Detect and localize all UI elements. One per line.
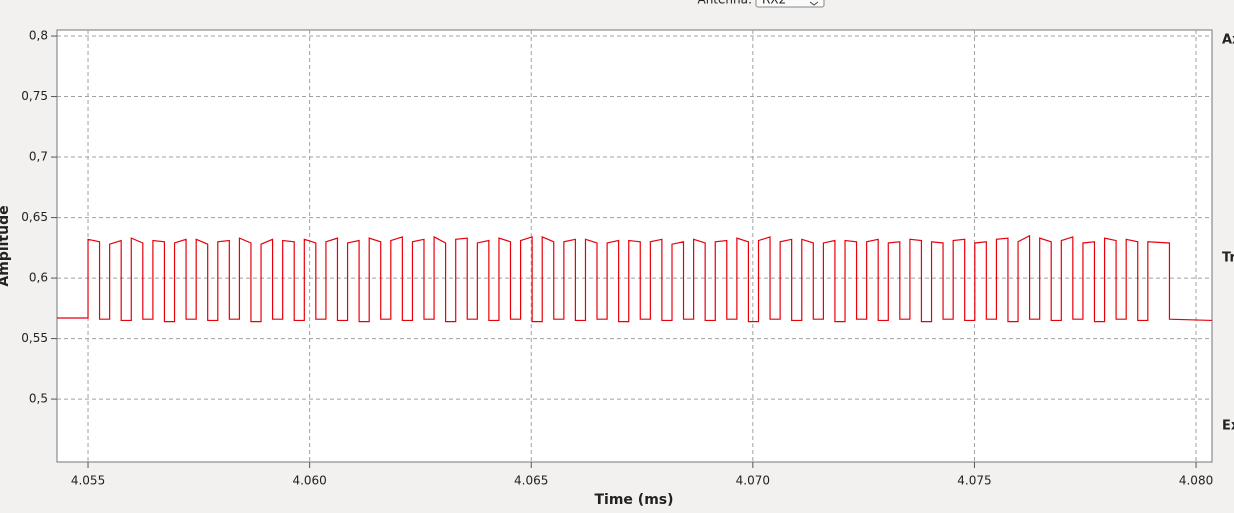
y-axis-title: Amplitude [0,205,12,286]
x-tick-label: 4.060 [292,474,326,488]
y-tick-label: 0,75 [21,89,48,103]
antenna-value[interactable]: RX2 [762,0,786,7]
y-tick-label: 0,65 [21,210,48,224]
x-axis-title: Time (ms) [594,492,673,508]
side-label: Ax [1222,33,1234,48]
x-tick-label: 4.055 [71,474,105,488]
y-tick-label: 0,7 [29,150,48,164]
antenna-label: Antenna: [697,0,752,7]
side-label: Tr [1222,251,1234,266]
y-tick-label: 0,55 [21,331,48,345]
side-label: Ex [1222,419,1234,434]
select-arrow [809,1,819,6]
x-tick-label: 4.080 [1179,474,1213,488]
antenna-select[interactable] [755,0,825,8]
signal-line [57,234,1213,323]
y-tick-label: 0,5 [29,392,48,406]
x-tick-label: 4.070 [736,474,770,488]
x-tick-label: 4.065 [514,474,548,488]
x-tick-label: 4.075 [957,474,991,488]
plot-area [56,29,1213,463]
y-tick-label: 0,6 [29,271,48,285]
y-tick-label: 0,8 [29,29,48,43]
